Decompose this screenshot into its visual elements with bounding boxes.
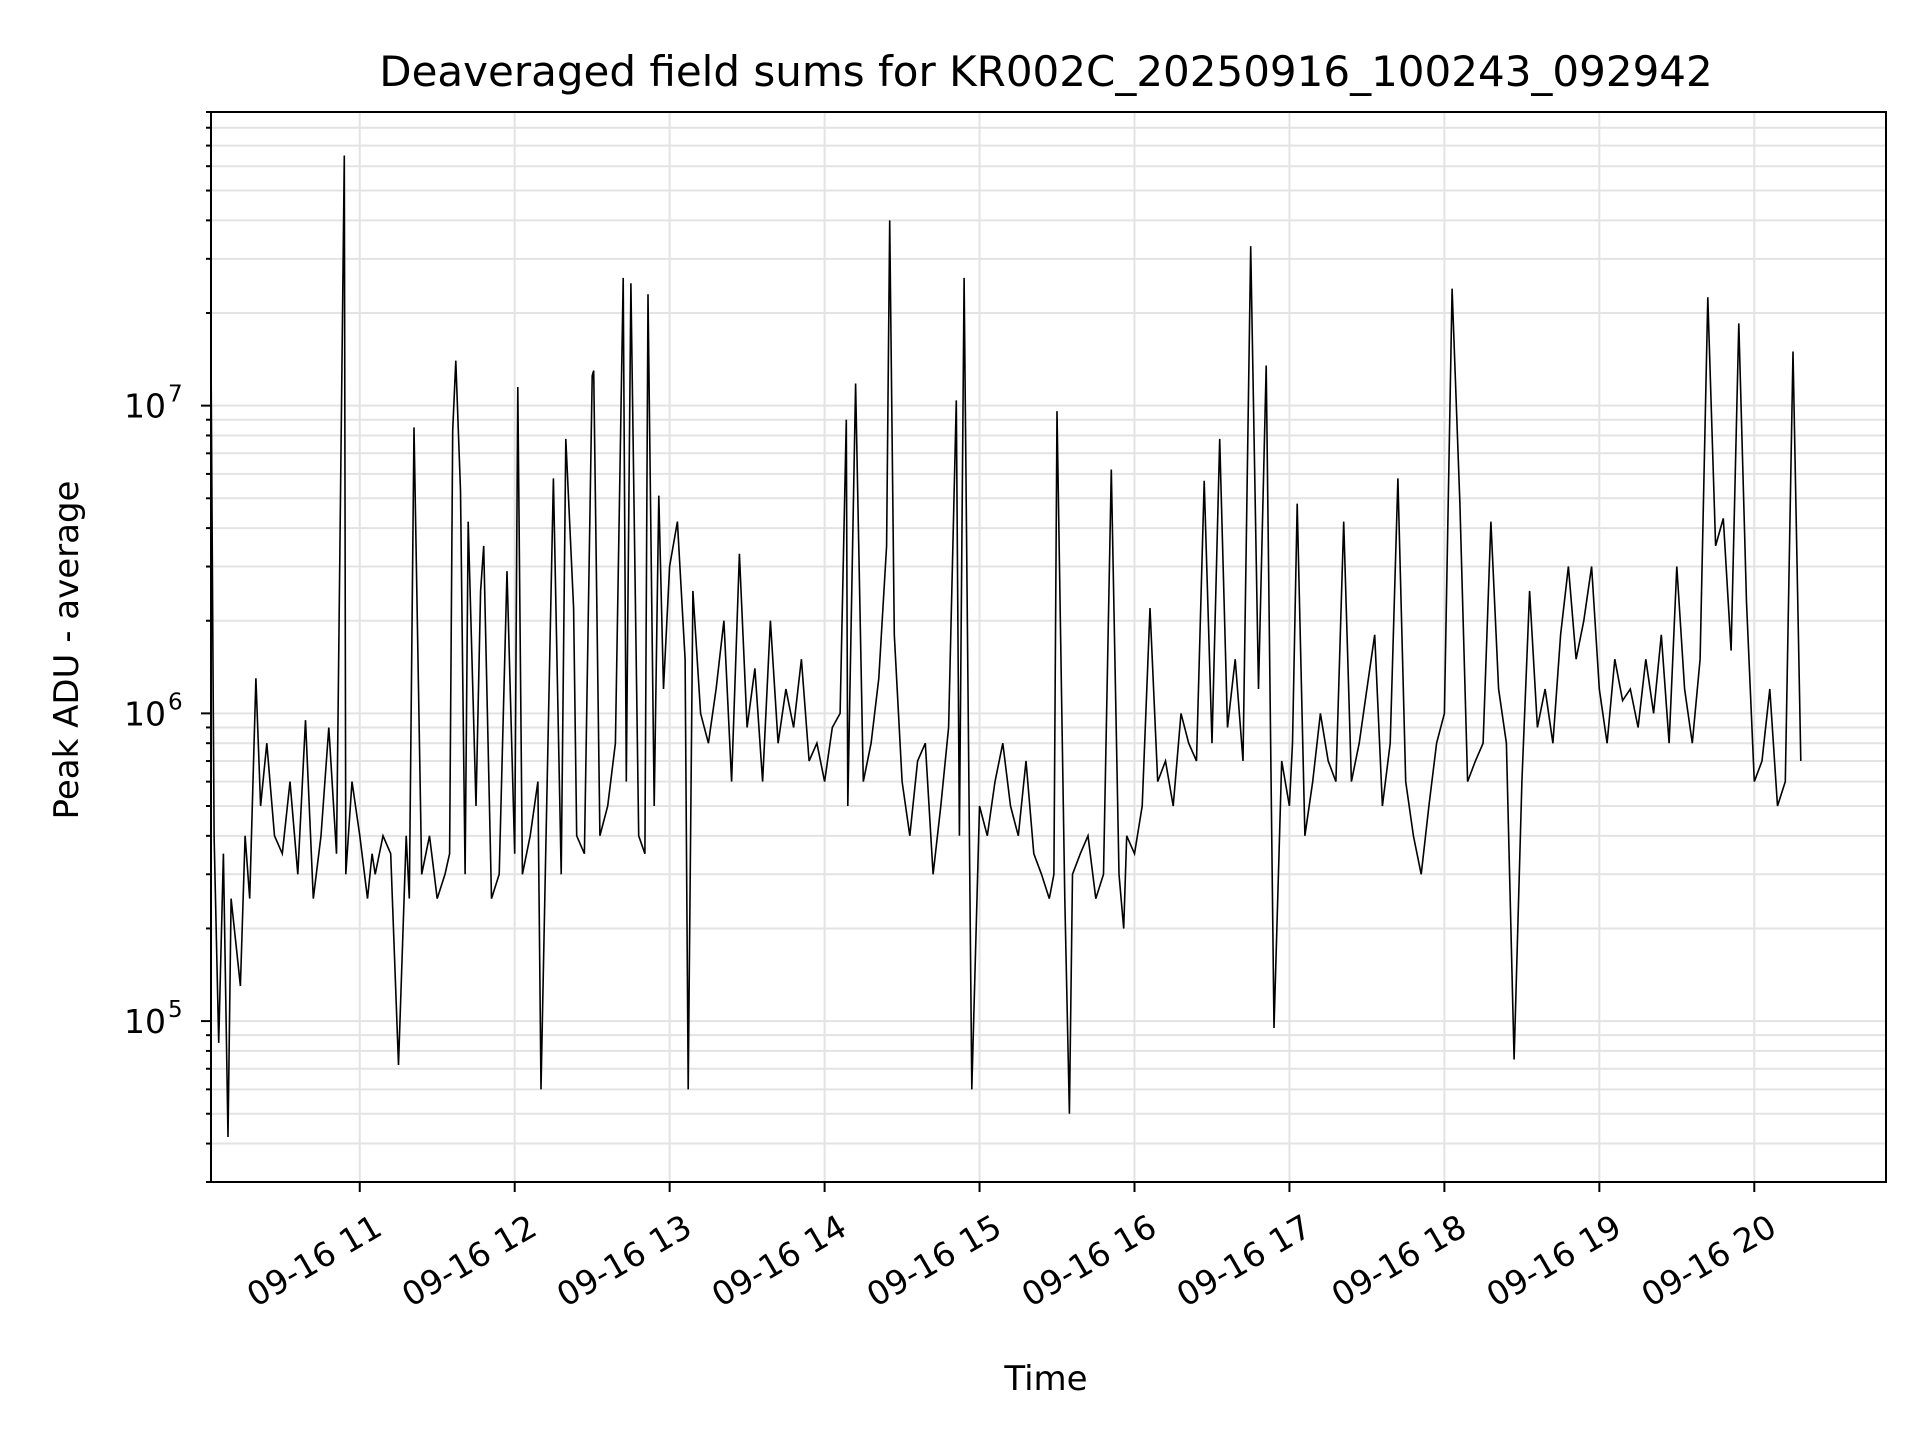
- y-tick-exponent: 5: [168, 997, 183, 1023]
- y-tick-base: 10: [124, 1002, 166, 1041]
- y-tick-exponent: 7: [168, 382, 183, 408]
- y-tick-base: 10: [124, 387, 166, 426]
- x-axis-label: Time: [1003, 1359, 1087, 1399]
- y-tick-label: 10 7: [124, 382, 183, 426]
- y-tick-exponent: 6: [168, 689, 183, 715]
- chart-title: Deaveraged field sums for KR002C_2025091…: [379, 47, 1713, 96]
- grid-lines: [211, 111, 1886, 1183]
- plot-frame: [210, 111, 1887, 1183]
- y-tick-label: 10 6: [124, 689, 183, 733]
- y-axis-label: Peak ADU - average: [47, 481, 87, 820]
- series-line: [210, 155, 1802, 1138]
- data-series: [210, 155, 1802, 1138]
- y-tick-label: 10 5: [124, 997, 183, 1041]
- y-tick-base: 10: [124, 694, 166, 733]
